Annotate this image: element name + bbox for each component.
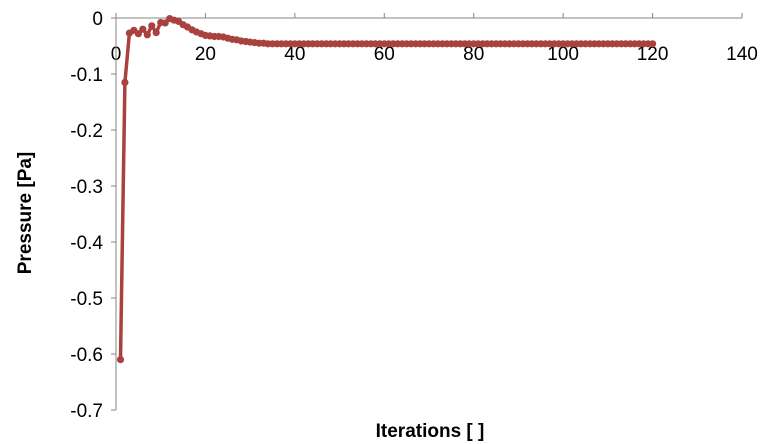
data-point bbox=[121, 79, 128, 86]
x-axis-title: Iterations [ ] bbox=[376, 421, 485, 442]
y-axis-ticks: 0 -0.1 -0.2 -0.3 -0.4 -0.5 -0.6 -0.7 bbox=[70, 9, 116, 422]
series-line bbox=[121, 19, 653, 360]
x-tick-label: 20 bbox=[195, 44, 216, 65]
data-point bbox=[139, 26, 146, 33]
data-point bbox=[148, 22, 155, 29]
y-tick-label: -0.1 bbox=[70, 65, 103, 86]
data-point bbox=[144, 31, 151, 38]
y-tick-label: -0.3 bbox=[70, 177, 103, 198]
y-tick-label: -0.5 bbox=[70, 289, 103, 310]
x-axis-ticks: 0 20 40 60 80 100 120 140 bbox=[111, 13, 758, 65]
y-tick-label: -0.4 bbox=[70, 233, 103, 254]
y-tick-label: 0 bbox=[92, 9, 103, 30]
y-tick-label: -0.2 bbox=[70, 121, 103, 142]
y-tick-label: -0.6 bbox=[70, 345, 103, 366]
data-point bbox=[117, 356, 124, 363]
series-group bbox=[117, 15, 656, 363]
x-tick-label: 140 bbox=[726, 44, 758, 65]
y-tick-label: -0.7 bbox=[70, 401, 103, 422]
data-point bbox=[153, 29, 160, 36]
data-point bbox=[649, 40, 656, 47]
y-axis-title: Pressure [Pa] bbox=[15, 152, 36, 275]
